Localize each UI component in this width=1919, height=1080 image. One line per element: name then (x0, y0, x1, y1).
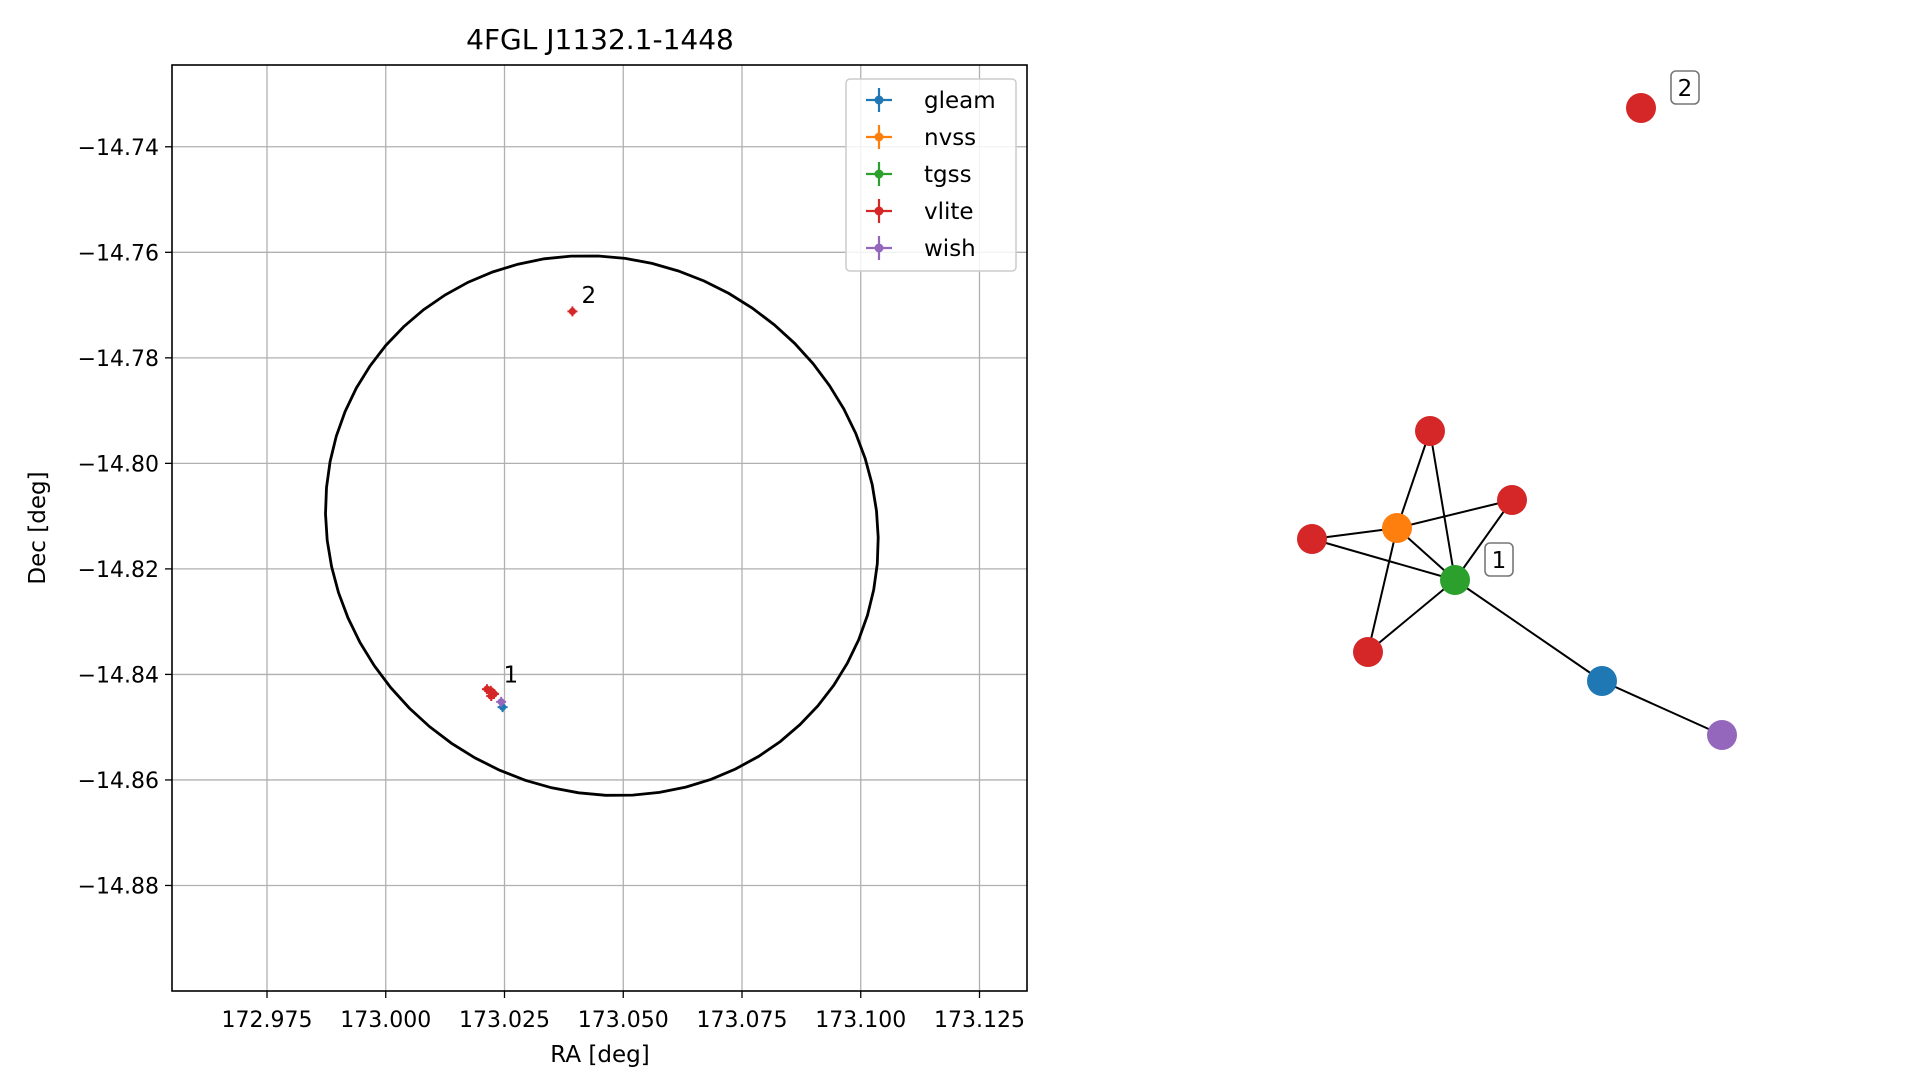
data-point-vlite (567, 306, 578, 317)
source-annotation: 1 (504, 662, 519, 688)
legend-box (845, 78, 1017, 272)
network-node-gleam (1587, 666, 1617, 696)
data-point-vlite (486, 691, 497, 702)
y-tick-label: −14.88 (78, 874, 159, 899)
error-ellipse-layer (324, 254, 880, 797)
x-tick-label: 173.075 (697, 1008, 788, 1033)
x-axis-ticks: 172.975 173.000 173.025 173.050 173.075 173.1… (222, 991, 1025, 1033)
legend-label: nvss (924, 125, 976, 151)
data-points-layer (481, 306, 578, 713)
scatter-panel: 4FGL J1132.1-1448 12 172.975 173.000 173.0… (25, 23, 1028, 1068)
y-tick-label: −14.74 (78, 136, 159, 161)
legend-item-tgss: tgss (866, 162, 972, 188)
network-edge (1429, 430, 1456, 581)
plot-frame (171, 64, 1028, 992)
data-point-wish (496, 696, 507, 707)
network-edge (1396, 430, 1431, 529)
network-edge (1454, 579, 1603, 682)
y-tick-label: −14.86 (78, 769, 159, 794)
network-node-tgss (1440, 565, 1470, 595)
legend-label: wish (924, 236, 976, 262)
legend: gleam nvss tgss vlite wish (845, 78, 1017, 272)
network-node-nvss (1382, 513, 1412, 543)
network-label: 2 (1678, 76, 1693, 102)
x-tick-label: 173.000 (340, 1008, 431, 1033)
y-tick-label: −14.76 (78, 241, 159, 266)
x-axis-label: RA [deg] (550, 1042, 649, 1068)
network-edge (1396, 499, 1513, 529)
source-annotation: 2 (581, 283, 596, 309)
x-tick-label: 173.125 (934, 1008, 1025, 1033)
network-edge (1367, 579, 1456, 653)
legend-label: vlite (924, 199, 974, 225)
network-node-vlite (1415, 416, 1445, 446)
legend-item-nvss: nvss (866, 125, 976, 151)
network-label-box (1484, 542, 1514, 577)
legend-item-vlite: vlite (866, 199, 974, 225)
y-tick-label: −14.78 (78, 347, 159, 372)
network-node-vlite (1626, 93, 1656, 123)
network-edge (1367, 527, 1398, 653)
network-node-vlite (1353, 637, 1383, 667)
network-node-vlite (1497, 485, 1527, 515)
network-edge (1601, 680, 1723, 736)
legend-item-wish: wish (866, 236, 976, 262)
x-tick-label: 173.100 (815, 1008, 906, 1033)
x-tick-label: 172.975 (222, 1008, 313, 1033)
y-axis-label: Dec [deg] (25, 471, 51, 584)
network-labels: 12 (1484, 70, 1700, 577)
x-tick-label: 173.050 (578, 1008, 669, 1033)
network-edge (1454, 499, 1513, 581)
error-ellipse (324, 254, 880, 797)
network-label: 1 (1492, 548, 1507, 574)
network-node-wish (1707, 720, 1737, 750)
legend-item-gleam: gleam (866, 88, 996, 114)
y-tick-label: −14.82 (78, 558, 159, 583)
y-axis-ticks: −14.74 −14.76 −14.78 −14.80 −14.82 −14.84 −14.… (78, 136, 172, 899)
network-edge (1311, 538, 1456, 581)
chart-title: 4FGL J1132.1-1448 (466, 23, 734, 56)
network-label-box (1670, 70, 1700, 105)
network-panel: 12 (1297, 70, 1737, 750)
legend-label: tgss (924, 162, 972, 188)
legend-label: gleam (924, 88, 996, 114)
network-nodes (1297, 93, 1737, 750)
y-tick-label: −14.84 (78, 663, 159, 688)
annotation-layer: 12 (504, 283, 597, 688)
y-tick-label: −14.80 (78, 452, 159, 477)
grid (172, 65, 1027, 991)
network-node-vlite (1297, 524, 1327, 554)
network-edges (1311, 430, 1723, 736)
x-tick-label: 173.025 (459, 1008, 550, 1033)
